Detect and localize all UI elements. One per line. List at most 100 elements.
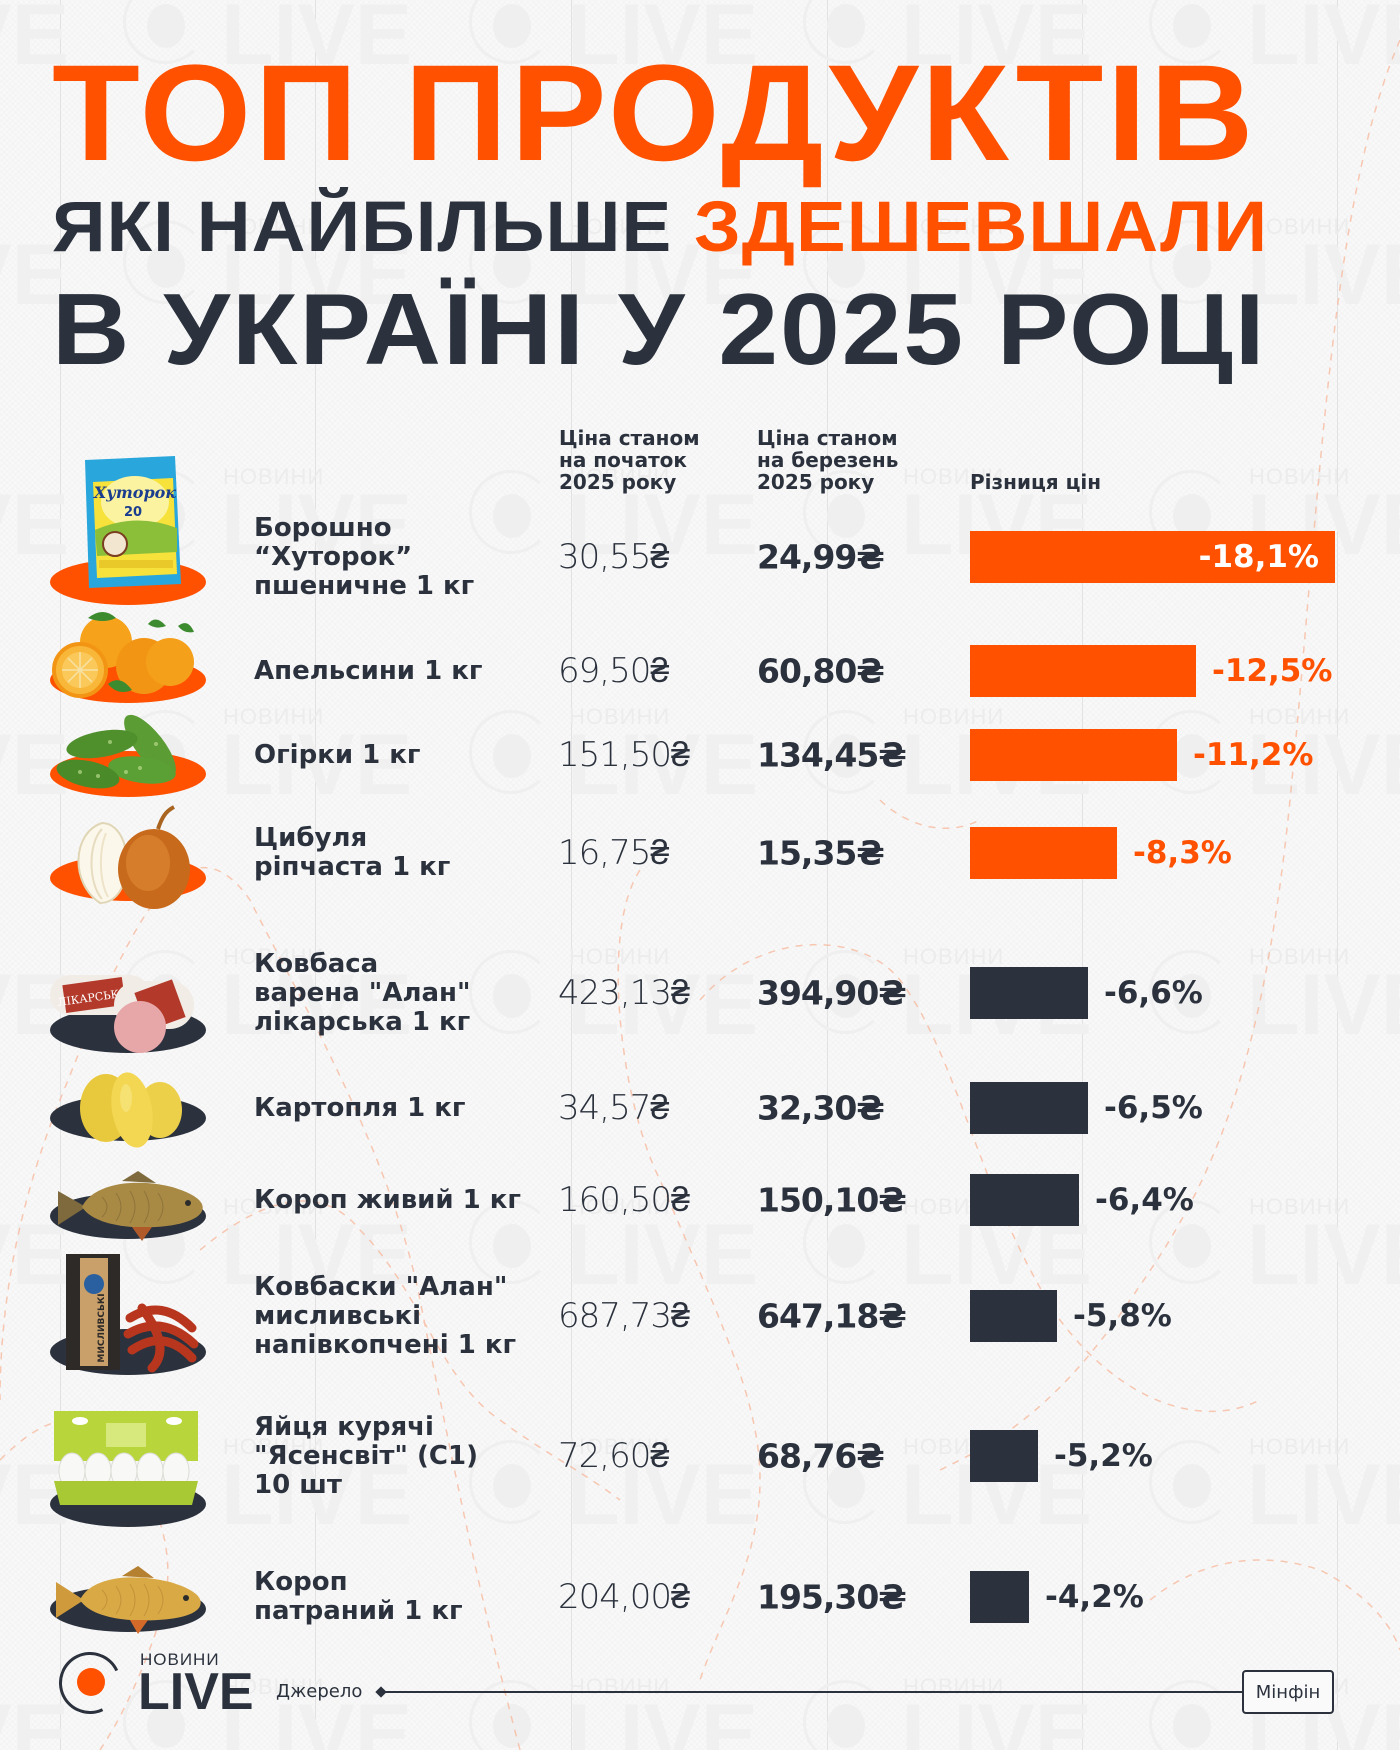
- watermark-dot-icon: [1173, 494, 1211, 538]
- price-march: 60,80₴: [757, 651, 885, 691]
- watermark-ring-icon: [803, 950, 887, 1034]
- watermark-big-text: LIVE: [567, 477, 759, 573]
- product-name-line: Борошно: [254, 512, 392, 543]
- price-start: 423,13₴: [558, 973, 690, 1013]
- logo-big-text: LIVE: [138, 1663, 254, 1721]
- watermark-dot-icon: [827, 734, 865, 778]
- change-bar: [970, 1174, 1079, 1226]
- change-bar: [970, 1571, 1029, 1623]
- svg-text:МИСЛИВСЬКІ: МИСЛИВСЬКІ: [97, 1293, 107, 1362]
- price-march: 394,90₴: [757, 973, 907, 1013]
- watermark-big-text: LIVE: [221, 227, 413, 323]
- watermark-ring-icon: [1149, 1680, 1233, 1750]
- price-march: 15,35₴: [757, 833, 885, 873]
- product-name-line: лікарська 1 кг: [254, 1006, 471, 1037]
- price-march: 68,76₴: [757, 1436, 885, 1476]
- watermark-big-text: LIVE: [0, 477, 70, 573]
- product-name: Цибуля ріпчаста 1 кг: [254, 824, 450, 882]
- watermark-ring-icon: [469, 0, 553, 64]
- watermark-big-text: LIVE: [1247, 717, 1400, 813]
- grid-line: [827, 0, 828, 1750]
- product-name: Ковбаски "Алан" мисливські напівкопчені 1 …: [254, 1272, 516, 1360]
- product-name: Короп живий 1 кг: [254, 1184, 522, 1215]
- price-start: 160,50₴: [558, 1180, 690, 1220]
- watermark-dot-icon: [827, 1464, 865, 1508]
- watermark-big-text: LIVE: [221, 1687, 413, 1750]
- price-march: 32,30₴: [757, 1088, 885, 1128]
- change-bar: [970, 531, 1335, 583]
- header-line: 2025 року: [757, 470, 875, 494]
- watermark-small-text: НОВИНИ: [569, 1194, 671, 1219]
- change-percent: -4,2%: [1045, 1579, 1144, 1615]
- product-name-line: Цибуля: [254, 823, 368, 853]
- watermark-ring-icon: [803, 1440, 887, 1524]
- product-name-line: 10 шт: [254, 1469, 342, 1500]
- watermark-small-text: НОВИНИ: [1249, 1194, 1351, 1219]
- watermark-dot-icon: [147, 4, 185, 48]
- watermark-dot-icon: [493, 494, 531, 538]
- watermark-big-text: LIVE: [1247, 1447, 1400, 1543]
- price-march: 134,45₴: [757, 735, 907, 775]
- watermark-dot-icon: [1173, 4, 1211, 48]
- watermark-small-text: НОВИНИ: [569, 214, 671, 239]
- watermark-small-text: НОВИНИ: [903, 944, 1005, 969]
- watermark-small-text: НОВИНИ: [223, 1674, 325, 1699]
- watermark-dot-icon: [147, 1704, 185, 1748]
- price-march: 24,99₴: [757, 537, 885, 577]
- source-value: Мінфін: [1242, 1670, 1334, 1714]
- product-name-line: Короп живий 1 кг: [254, 1184, 522, 1215]
- watermark-small-text: НОВИНИ: [569, 704, 671, 729]
- watermark-small-text: НОВИНИ: [903, 214, 1005, 239]
- price-march: 647,18₴: [757, 1296, 907, 1336]
- watermark-ring-icon: [469, 470, 553, 554]
- change-bar: [970, 827, 1117, 879]
- watermark-big-text: LIVE: [567, 717, 759, 813]
- product-name: Короп патраний 1 кг: [254, 1568, 463, 1626]
- price-start: 30,55₴: [558, 537, 669, 577]
- watermark-ring-icon: [1149, 1200, 1233, 1284]
- column-header-march-price: Ціна станом на березень 2025 року: [757, 427, 898, 493]
- watermark-big-text: LIVE: [901, 1207, 1093, 1303]
- header-line: Ціна станом: [757, 426, 898, 450]
- price-start: 204,00₴: [558, 1577, 690, 1617]
- svg-text:20: 20: [124, 505, 142, 520]
- watermark-small-text: НОВИНИ: [903, 464, 1005, 489]
- watermark-ring-icon: [469, 1440, 553, 1524]
- change-percent: -6,6%: [1104, 975, 1203, 1011]
- watermark-ring-icon: [1149, 1440, 1233, 1524]
- watermark-ring-icon: [803, 1680, 887, 1750]
- product-name-line: варена "Алан": [254, 977, 471, 1008]
- flour-bag-icon: Хуторок 20: [77, 452, 187, 596]
- watermark-dot-icon: [493, 1464, 531, 1508]
- watermark-dot-icon: [1173, 1704, 1211, 1748]
- watermark-dot-icon: [1173, 974, 1211, 1018]
- watermark-small-text: НОВИНИ: [1249, 464, 1351, 489]
- product-name: Борошно “Хуторок” пшеничне 1 кг: [254, 512, 474, 601]
- gutted-carp-icon: [50, 1560, 210, 1644]
- watermark-dot-icon: [493, 244, 531, 288]
- product-name-line: Короп: [254, 1567, 348, 1597]
- watermark-small-text: НОВИНИ: [569, 1674, 671, 1699]
- price-march: 195,30₴: [757, 1577, 907, 1617]
- product-name: Ковбаса варена "Алан" лікарська 1 кг: [254, 949, 471, 1037]
- change-percent: -18,1%: [1198, 539, 1319, 575]
- watermark-big-text: LIVE: [901, 1687, 1093, 1750]
- product-name: Яйця курячі "Ясенсвіт" (С1) 10 шт: [254, 1412, 478, 1500]
- product-name-line: Огірки 1 кг: [254, 739, 421, 770]
- watermark-dot-icon: [827, 1224, 865, 1268]
- title-line-2: ЯКІ НАЙБІЛЬШЕ ЗДЕШЕВШАЛИ: [52, 192, 1268, 263]
- header-line: 2025 року: [559, 470, 677, 494]
- watermark-ring-icon: [1149, 950, 1233, 1034]
- onion-icon: [62, 803, 202, 917]
- product-name-line: мисливські: [254, 1300, 422, 1331]
